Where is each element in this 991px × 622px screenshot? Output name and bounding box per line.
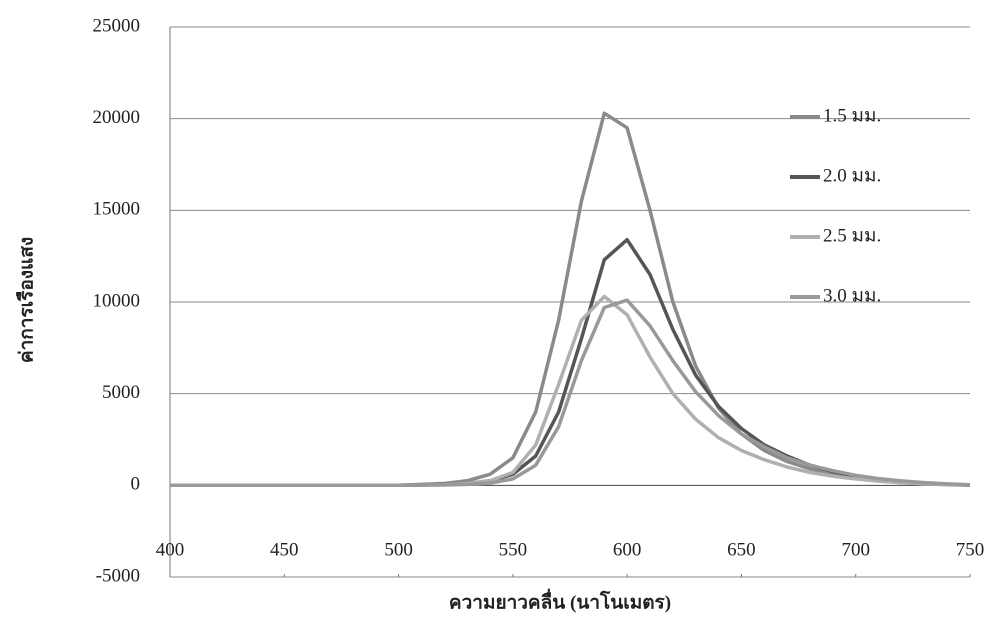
- x-tick-label: 600: [613, 539, 642, 560]
- x-tick-label: 500: [384, 539, 413, 560]
- x-axis-title: ความยาวคลื่น (นาโนเมตร): [449, 588, 671, 613]
- y-tick-label: 25000: [93, 15, 141, 36]
- y-tick-label: 15000: [93, 199, 141, 220]
- x-tick-label: 400: [156, 539, 185, 560]
- legend-label: 2.0 มม.: [823, 165, 881, 186]
- series-line: [170, 237, 971, 488]
- x-tick-label: 750: [956, 539, 985, 560]
- y-tick-label: 20000: [93, 107, 141, 128]
- x-tick-label: 450: [270, 539, 299, 560]
- x-tick-label: 650: [727, 539, 756, 560]
- legend-label: 3.0 มม.: [823, 285, 881, 306]
- legend-label: 2.5 มม.: [823, 225, 881, 246]
- y-tick-label: 10000: [93, 290, 141, 311]
- y-tick-label: 5000: [102, 382, 140, 403]
- y-axis-title: ค่าการเรืองแสง: [15, 237, 37, 363]
- x-tick-label: 550: [499, 539, 528, 560]
- legend-label: 1.5 มม.: [823, 105, 881, 126]
- y-tick-label: -5000: [96, 565, 140, 586]
- x-tick-label: 700: [841, 539, 870, 560]
- y-tick-label: 0: [131, 474, 141, 495]
- series-line: [170, 298, 971, 488]
